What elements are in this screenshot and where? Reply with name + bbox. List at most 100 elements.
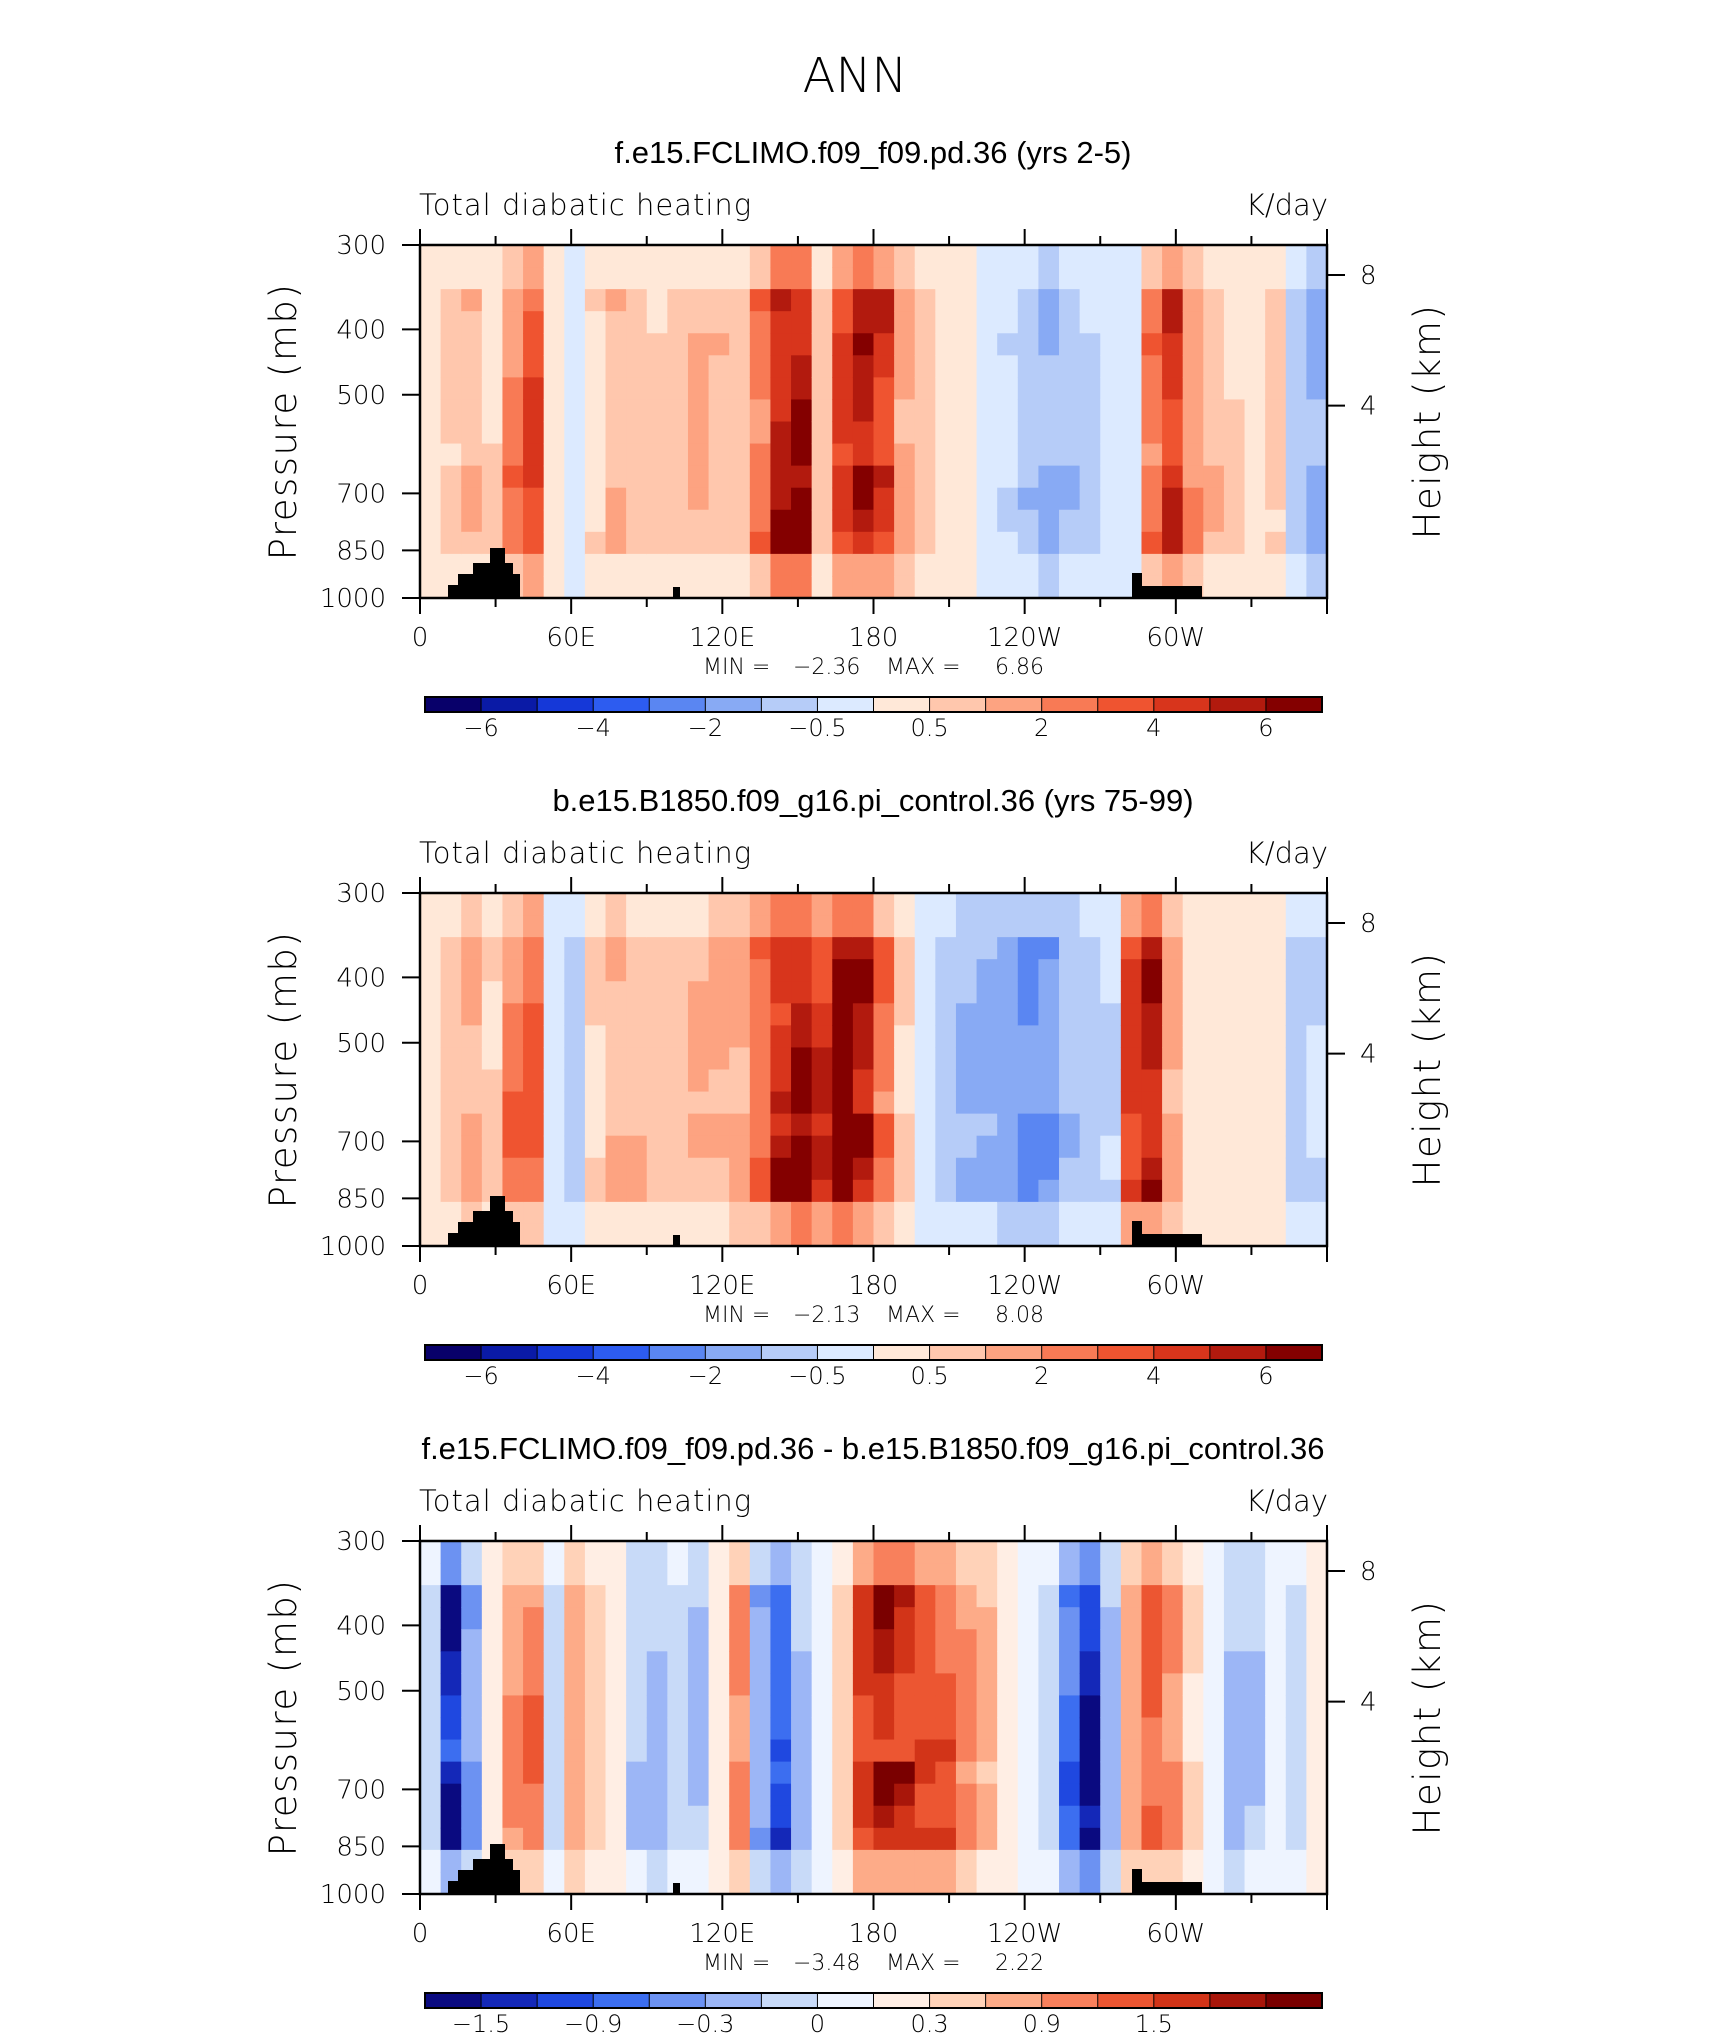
heatmap-cell — [440, 1025, 462, 1049]
heatmap-cell — [1141, 465, 1163, 489]
heatmap-cell — [626, 1541, 648, 1564]
heatmap-cell — [1038, 509, 1060, 533]
heatmap-cell — [914, 289, 936, 312]
heatmap-cell — [1306, 915, 1328, 938]
heatmap-cell — [1265, 1157, 1287, 1181]
heatmap-cell — [832, 1047, 854, 1071]
heatmap-cell — [502, 1091, 524, 1115]
heatmap-cell — [935, 1069, 957, 1093]
heatmap-cell — [749, 267, 772, 290]
heatmap-cell — [1223, 421, 1246, 445]
heatmap-cell — [1203, 553, 1225, 577]
heatmap-cell — [914, 1871, 936, 1895]
heatmap-cell — [749, 1541, 772, 1564]
heatmap-cell — [997, 1047, 1019, 1071]
heatmap-cell — [1244, 1871, 1266, 1895]
heatmap-cell — [770, 1563, 792, 1586]
heatmap-cell — [646, 1003, 668, 1026]
colorbar-swatch — [1209, 697, 1267, 712]
heatmap-cell — [708, 245, 730, 268]
heatmap-cell — [1265, 1629, 1287, 1652]
heatmap-cell — [811, 1157, 833, 1181]
heatmap-cell — [1100, 245, 1122, 268]
heatmap-cell — [749, 289, 772, 312]
heatmap-cell — [1141, 937, 1163, 960]
heatmap-cell — [523, 553, 545, 577]
heatmap-cell — [811, 1871, 833, 1895]
heatmap-cell — [1285, 1069, 1307, 1093]
heatmap-cell — [811, 1091, 833, 1115]
heatmap-cell — [1162, 1025, 1184, 1049]
colorbar-label: 2 — [1034, 1362, 1049, 1390]
heatmap-cell — [1182, 893, 1204, 916]
heatmap-cell — [605, 1849, 627, 1873]
colorbar-swatch — [1209, 1993, 1267, 2008]
heatmap-cell — [584, 531, 607, 555]
heatmap-cell — [1306, 981, 1328, 1004]
heatmap-cell — [605, 1585, 627, 1608]
heatmap-cell — [605, 1113, 627, 1137]
heatmap-cell — [935, 937, 957, 960]
heatmap-cell — [1244, 333, 1266, 356]
heatmap-cell — [420, 311, 442, 334]
heatmap-cell — [1223, 1761, 1246, 1785]
heatmap-cell — [791, 1695, 813, 1719]
heatmap-cell — [791, 1585, 813, 1608]
heatmap-cell — [1079, 487, 1101, 511]
heatmap-cell — [1265, 1025, 1287, 1049]
heatmap-cell — [1038, 399, 1060, 423]
heatmap-cell — [770, 981, 792, 1004]
heatmap-cell — [1141, 1651, 1163, 1674]
heatmap-cell — [667, 355, 689, 378]
heatmap-cell — [1306, 487, 1328, 511]
heatmap-cell — [852, 1025, 875, 1049]
heatmap-cell — [976, 1739, 998, 1763]
heatmap-cell — [894, 1179, 916, 1203]
heatmap-cell — [729, 1783, 751, 1807]
heatmap-cell — [894, 333, 916, 356]
heatmap-cell — [605, 1717, 627, 1741]
heatmap-cell — [667, 553, 689, 577]
heatmap-cell — [1285, 1541, 1307, 1564]
heatmap-cell — [461, 399, 483, 423]
heatmap-cell — [955, 1113, 978, 1137]
heatmap-cell — [1038, 1157, 1060, 1181]
heatmap-cell — [770, 1827, 792, 1851]
heatmap-cell — [461, 893, 483, 916]
heatmap-cell — [1285, 1717, 1307, 1741]
heatmap-cell — [1141, 1157, 1163, 1181]
heatmap-cell — [811, 421, 833, 445]
heatmap-cell — [1306, 1069, 1328, 1093]
heatmap-cell — [770, 1629, 792, 1652]
heatmap-cell — [852, 1201, 875, 1225]
heatmap-cell — [852, 915, 875, 938]
heatmap-cell — [955, 267, 978, 290]
heatmap-cell — [832, 531, 854, 555]
heatmap-cell — [1017, 1673, 1040, 1697]
heatmap-cell — [461, 1157, 483, 1181]
heatmap-cell — [894, 1563, 916, 1586]
heatmap-cell — [791, 1717, 813, 1741]
heatmap-cell — [729, 333, 751, 356]
heatmap-cell — [1059, 1673, 1081, 1697]
heatmap-cell — [832, 1629, 854, 1652]
heatmap-cell — [440, 1585, 462, 1608]
heatmap-cell — [584, 1113, 607, 1137]
colorbar-swatch — [593, 1345, 650, 1360]
heatmap-cell — [667, 959, 689, 982]
heatmap-cell — [1100, 1783, 1122, 1807]
heatmap-cell — [976, 553, 998, 577]
heatmap-cell — [955, 575, 978, 599]
heatmap-cell — [564, 1025, 586, 1049]
heatmap-cell — [626, 1047, 648, 1071]
heatmap-cell — [914, 1827, 936, 1851]
heatmap-cell — [420, 1805, 442, 1829]
heatmap-cell — [605, 981, 627, 1004]
colorbar-frame — [424, 1344, 1323, 1361]
heatmap-cell — [543, 1003, 565, 1026]
heatmap-cell — [461, 1091, 483, 1115]
heatmap-cell — [873, 1849, 895, 1873]
heatmap-cell — [1141, 355, 1163, 378]
heatmap-cell — [997, 1651, 1019, 1674]
heatmap-cell — [1162, 377, 1184, 401]
